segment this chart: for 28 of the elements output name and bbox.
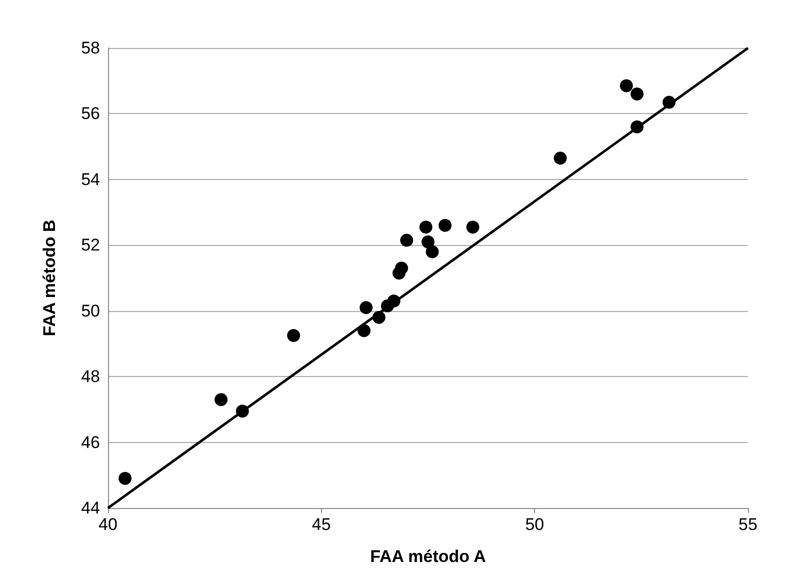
x-tick-label: 45 [312, 515, 331, 534]
point [360, 301, 373, 314]
point [287, 329, 300, 342]
point [419, 220, 432, 234]
y-tick-label: 50 [81, 301, 100, 320]
point [466, 220, 480, 234]
y-tick-label: 54 [81, 170, 100, 189]
y-tick-label: 56 [81, 104, 100, 124]
x-tick-label: 50 [525, 515, 544, 534]
x-tick-label: 55 [738, 515, 758, 534]
point [438, 218, 452, 232]
y-tick-label: 44 [81, 498, 100, 518]
x-axis-title: FAA método A [370, 547, 486, 566]
y-tick-label: 46 [81, 432, 100, 452]
point [214, 393, 228, 406]
point [422, 235, 434, 248]
point [395, 262, 408, 275]
point [554, 152, 567, 165]
y-tick-label: 48 [81, 367, 100, 386]
point [118, 472, 132, 485]
point [620, 79, 633, 92]
y-axis-title: FAA método B [40, 220, 59, 336]
point [400, 234, 414, 247]
point [630, 88, 644, 100]
point [426, 245, 439, 258]
y-tick-label: 52 [81, 236, 100, 255]
x-tick-label: 40 [98, 515, 118, 534]
y-tick-label: 58 [81, 38, 100, 58]
